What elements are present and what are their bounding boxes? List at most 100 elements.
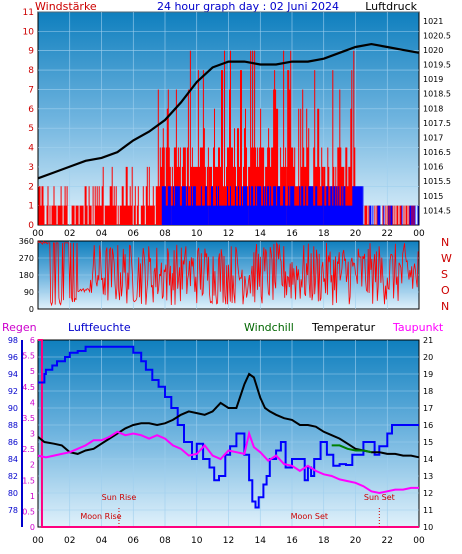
rain-tick-label: 4.5 (22, 383, 35, 392)
chart-title: 24 hour graph day : 02 Juni 2024 (157, 0, 339, 13)
pressure-tick-label: 1016.5 (423, 148, 451, 157)
legend-luftfeuchte: Luftfeuchte (68, 321, 131, 334)
temperature-tick-label: 19 (423, 370, 433, 379)
direction-tick-label: 90 (24, 288, 34, 297)
rain-tick-label: 1 (30, 492, 35, 501)
x-tick-label: 08 (159, 536, 171, 546)
temperature-tick-label: 16 (423, 421, 433, 430)
temperature-tick-label: 21 (423, 336, 433, 345)
temperature-tick-label: 18 (423, 387, 433, 396)
x-tick-label: 20 (350, 229, 362, 239)
series-taupunkt (37, 429, 419, 495)
temperature-tick-label: 17 (423, 404, 433, 413)
x-tick-label: 00 (413, 229, 425, 239)
temperature-tick-label: 10 (423, 523, 433, 532)
pressure-tick-label: 1019 (423, 75, 443, 84)
x-tick-label: 06 (128, 536, 140, 546)
wind-tick-label: 6 (28, 105, 34, 115)
direction-tick-label: 180 (19, 271, 34, 280)
x-tick-label: 02 (64, 229, 75, 239)
x-tick-label: 12 (223, 229, 234, 239)
rain-tick-label: 2.5 (22, 445, 35, 454)
temperature-tick-label: 20 (423, 353, 433, 362)
wind-tick-label: 1 (28, 202, 34, 212)
series-temperatur (37, 372, 420, 459)
series-windchill (331, 444, 372, 454)
wind-tick-label: 5 (28, 124, 34, 134)
humidity-tick-label: 82 (8, 472, 18, 481)
wind-tick-label: 10 (23, 27, 35, 37)
x-tick-label: 10 (191, 536, 203, 546)
compass-label: O (441, 284, 450, 297)
x-tick-label: 00 (32, 229, 44, 239)
pressure-tick-label: 1020 (423, 46, 443, 55)
wind-tick-label: 4 (28, 144, 34, 154)
wind-tick-label: 8 (28, 66, 34, 76)
pressure-tick-label: 1014.5 (423, 206, 451, 215)
humidity-tick-label: 92 (8, 387, 18, 396)
x-tick-label: 04 (96, 229, 108, 239)
moon-rise-label: Moon Rise (80, 512, 121, 521)
temperature-tick-label: 11 (423, 506, 433, 515)
rain-tick-label: 0 (30, 523, 35, 532)
rain-tick-label: 5 (30, 367, 35, 376)
pressure-tick-label: 1021 (423, 17, 443, 26)
wind-tick-label: 3 (28, 163, 34, 173)
humidity-temp-series (37, 339, 420, 528)
wind-pressure-ticks: 012345678910111014.510151015.510161016.5… (23, 8, 451, 239)
x-tick-label: 06 (128, 229, 140, 239)
pressure-tick-label: 1016 (423, 163, 443, 172)
x-tick-label: 14 (255, 229, 267, 239)
pressure-tick-label: 1018.5 (423, 90, 451, 99)
moon-set-label: Moon Set (291, 512, 328, 521)
x-tick-label: 12 (223, 536, 234, 546)
humidity-tick-label: 80 (8, 489, 18, 498)
legend-windchill: Windchill (244, 321, 294, 334)
wind-tick-label: 2 (28, 182, 34, 192)
rain-tick-label: 4 (30, 398, 35, 407)
x-tick-label: 16 (286, 229, 298, 239)
humidity-tick-label: 86 (8, 438, 18, 447)
temperature-tick-label: 15 (423, 438, 433, 447)
humidity-tick-label: 90 (8, 404, 18, 413)
humidity-temp-ticks: 10 11 12 13 14 15 16 17 18 19 20 21 0 0.5 1 1.5 2 2.5 3 3.5… (8, 336, 433, 546)
wind-tick-label: 11 (23, 8, 34, 18)
temperature-tick-label: 12 (423, 489, 433, 498)
humidity-tick-label: 98 (8, 336, 18, 345)
x-tick-label: 00 (413, 536, 425, 546)
x-tick-label: 16 (286, 536, 298, 546)
rain-tick-label: 0.5 (22, 507, 35, 516)
humidity-tick-label: 84 (8, 455, 18, 464)
humidity-tick-label: 78 (8, 506, 18, 515)
legend-temperatur: Temperatur (311, 321, 376, 334)
direction-line (37, 240, 419, 307)
compass-label: N (441, 300, 449, 313)
rain-tick-label: 6 (30, 336, 35, 345)
legend-regen: Regen (2, 321, 37, 334)
x-tick-label: 02 (64, 536, 75, 546)
wind-tick-label: 7 (28, 85, 34, 95)
x-tick-label: 08 (159, 229, 171, 239)
compass-label: W (441, 252, 452, 265)
x-tick-label: 10 (191, 229, 203, 239)
pressure-tick-label: 1018 (423, 104, 443, 113)
pressure-tick-label: 1020.5 (423, 31, 451, 40)
rain-tick-label: 5.5 (22, 352, 35, 361)
humidity-tick-label: 94 (8, 370, 18, 379)
legend-taupunkt: Taupunkt (392, 321, 444, 334)
x-tick-label: 20 (350, 536, 362, 546)
pressure-series (37, 42, 420, 180)
series-luftfeuchte (38, 345, 419, 509)
rain-tick-label: 3 (30, 430, 35, 439)
direction-tick-label: 0 (29, 305, 34, 314)
x-tick-label: 00 (32, 536, 44, 546)
pressure-tick-label: 1017.5 (423, 119, 451, 128)
wind-series (38, 50, 419, 225)
x-tick-label: 14 (255, 536, 267, 546)
compass-label: S (441, 268, 448, 281)
rain-tick-label: 3.5 (22, 414, 35, 423)
sun-moon-annotations: Sun Rise Sun Set Moon Rise Moon Set (80, 493, 395, 527)
